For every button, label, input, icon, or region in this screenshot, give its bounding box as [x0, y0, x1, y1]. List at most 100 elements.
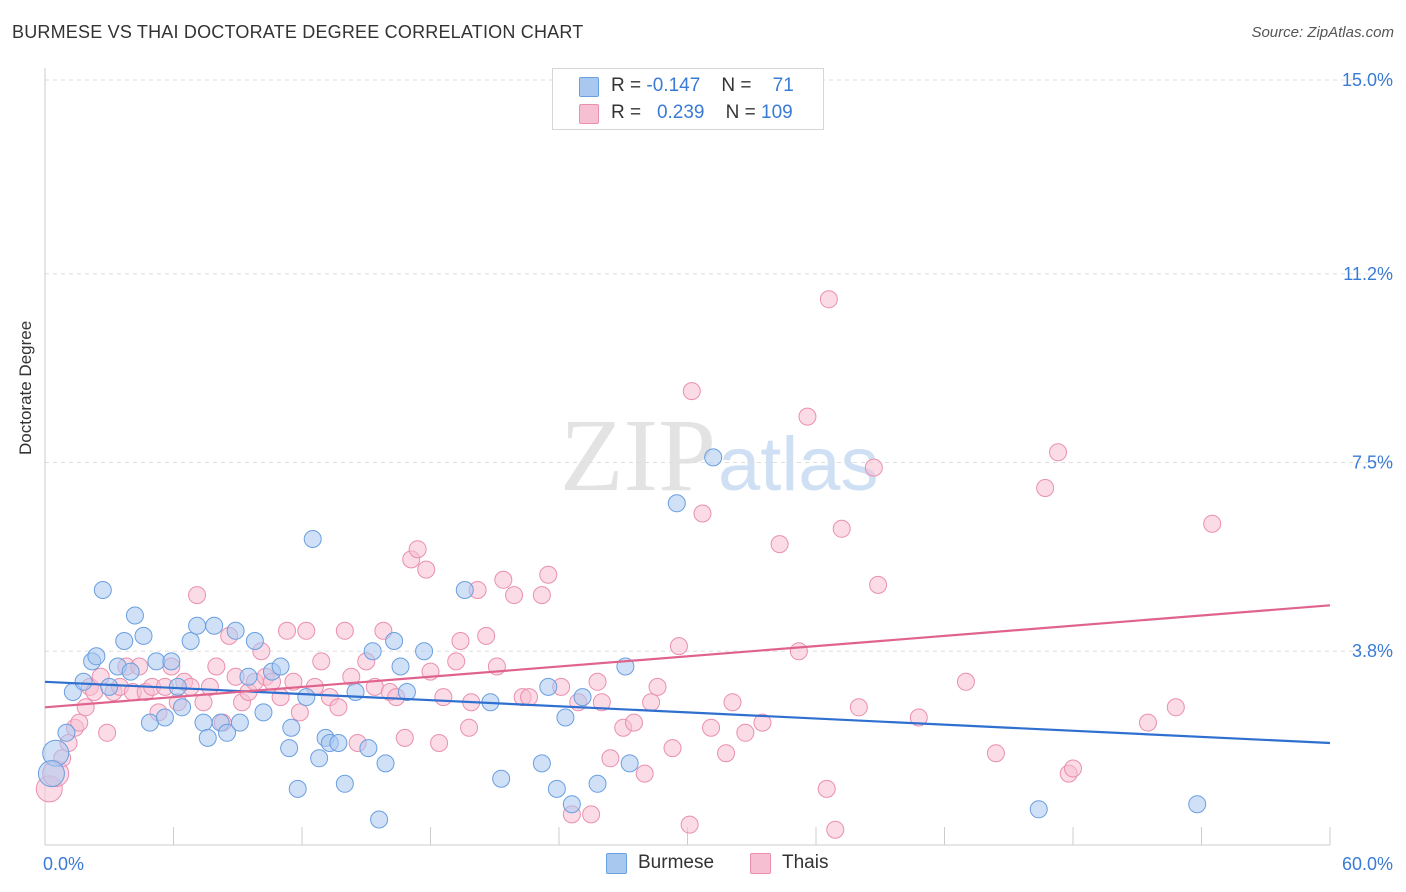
thais-point-37: [271, 688, 290, 707]
thais-point-86: [663, 739, 682, 758]
thais-point-91: [702, 718, 721, 737]
burmese-point-28: [230, 713, 249, 732]
burmese-point-1: [37, 760, 65, 788]
burmese-point-15: [147, 652, 166, 671]
burmese-point-8: [100, 677, 119, 696]
thais-point-98: [798, 407, 817, 426]
thais-point-110: [1049, 443, 1068, 462]
burmese-point-30: [245, 632, 264, 650]
tick-labels: 3.8% 7.5% 11.2% 15.0% 0.0% 60.0%: [43, 70, 1393, 874]
grid-lines: [45, 79, 1392, 652]
thais-point-41: [297, 621, 316, 640]
thais-point-115: [1203, 514, 1222, 533]
burmese-point-12: [125, 606, 144, 625]
thais-point-97: [789, 642, 808, 661]
thais-point-71: [520, 688, 539, 707]
thais-point-63: [460, 718, 479, 737]
burmese-point-38: [303, 530, 322, 548]
burmese-point-39: [310, 749, 329, 768]
watermark-atlas: atlas: [718, 422, 879, 507]
burmese-point-27: [226, 621, 245, 640]
burmese-point-31: [254, 703, 273, 722]
thais-trend-line: [44, 604, 1331, 709]
thais-point-72: [532, 586, 551, 605]
thais-point-80: [601, 749, 620, 768]
burmese-point-33: [271, 657, 290, 676]
burmese-n-value: 71: [772, 75, 794, 96]
legend-burmese-swatch: [606, 853, 627, 874]
burmese-points: [37, 448, 1207, 829]
burmese-point-14: [140, 713, 159, 732]
legend-thais-swatch: [750, 853, 771, 874]
burmese-point-2: [57, 723, 76, 742]
thais-point-89: [693, 504, 712, 523]
burmese-point-20: [181, 632, 200, 650]
thais-point-60: [434, 688, 453, 707]
y-tick-label-1: 7.5%: [1352, 453, 1393, 473]
burmese-point-60: [562, 795, 581, 814]
thais-point-61: [447, 652, 466, 671]
thais-point-26: [200, 677, 219, 696]
thais-point-62: [451, 632, 470, 650]
burmese-point-56: [532, 754, 551, 773]
thais-point-102: [832, 519, 851, 538]
burmese-point-53: [455, 581, 474, 599]
thais-point-43: [312, 652, 331, 671]
thais-swatch: [579, 104, 599, 124]
watermark-zip: ZIP: [560, 398, 716, 513]
burmese-point-58: [547, 779, 566, 798]
thais-point-96: [770, 535, 789, 554]
burmese-point-26: [218, 723, 237, 742]
thais-point-73: [539, 565, 558, 584]
burmese-point-7: [93, 581, 112, 599]
burmese-point-4: [74, 672, 93, 691]
burmese-point-17: [162, 652, 181, 671]
burmese-point-29: [239, 667, 258, 686]
burmese-point-45: [359, 739, 378, 758]
stats-legend: R = -0.147 N = 71 R = 0.239 N = 109: [552, 68, 824, 130]
thais-r-value: 0.239: [656, 102, 705, 123]
thais-point-46: [335, 621, 354, 640]
thais-point-85: [648, 677, 667, 696]
thais-point-24: [188, 586, 207, 605]
thais-point-113: [1138, 713, 1157, 732]
burmese-swatch: [579, 77, 599, 97]
thais-point-77: [582, 805, 601, 824]
chart-source: Source: ZipAtlas.com: [1251, 24, 1394, 41]
thais-point-54: [395, 728, 414, 747]
burmese-point-49: [385, 632, 404, 650]
thais-point-39: [284, 672, 303, 691]
thais-point-95: [753, 713, 772, 732]
burmese-point-19: [173, 698, 192, 717]
burmese-trend-line: [44, 680, 1331, 745]
thais-point-114: [1166, 698, 1185, 717]
y-tick-label-0: 3.8%: [1352, 641, 1393, 661]
burmese-point-11: [121, 662, 140, 681]
thais-point-6: [76, 698, 95, 717]
burmese-n-label: N =: [721, 75, 752, 96]
burmese-point-23: [198, 728, 217, 747]
thais-point-78: [588, 672, 607, 691]
y-tick-label-2: 11.2%: [1343, 264, 1393, 284]
burmese-point-46: [363, 642, 382, 661]
legend-burmese-label: Burmese: [638, 852, 715, 873]
thais-n-value: 109: [761, 102, 793, 123]
thais-point-5: [70, 713, 89, 732]
burmese-point-50: [391, 657, 410, 676]
thais-point-66: [477, 626, 496, 645]
burmese-point-10: [115, 632, 134, 650]
burmese-point-55: [492, 769, 511, 788]
thais-point-107: [956, 672, 975, 691]
thais-point-105: [869, 575, 888, 594]
thais-point-10: [98, 723, 117, 742]
burmese-point-22: [194, 713, 213, 732]
thais-point-99: [817, 779, 836, 798]
burmese-r-label: R =: [611, 75, 642, 96]
burmese-point-48: [376, 754, 395, 773]
thais-point-59: [430, 734, 449, 752]
thais-point-112: [1064, 759, 1082, 778]
thais-point-40: [290, 703, 309, 722]
burmese-point-35: [282, 718, 301, 737]
thais-point-57: [417, 560, 436, 579]
